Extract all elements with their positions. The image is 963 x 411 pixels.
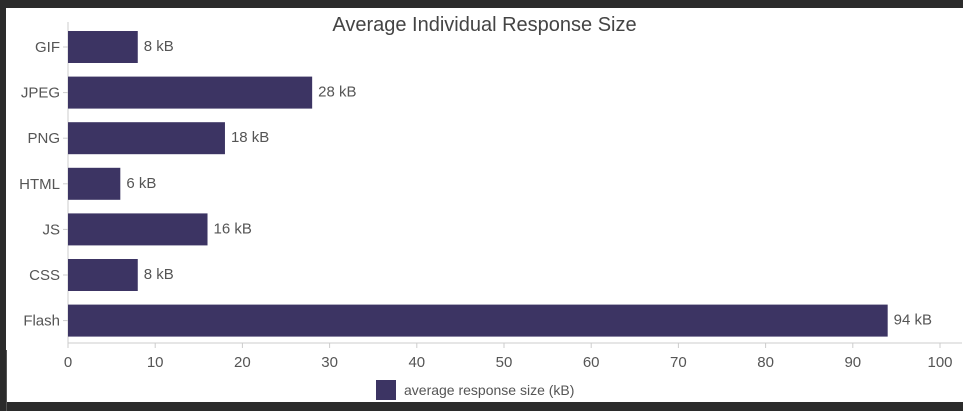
y-tick-label: HTML <box>19 176 60 193</box>
data-label: 6 kB <box>126 175 156 192</box>
legend: average response size (kB) <box>376 380 574 400</box>
legend-label: average response size (kB) <box>404 382 575 398</box>
data-label: 94 kB <box>894 312 932 329</box>
y-tick-label: PNG <box>27 130 60 147</box>
data-label: 28 kB <box>318 84 356 101</box>
x-tick-label: 20 <box>234 354 251 371</box>
y-tick-label: JPEG <box>21 85 60 102</box>
x-tick-label: 100 <box>927 354 952 371</box>
bar <box>68 304 888 337</box>
bar <box>68 76 313 109</box>
x-tick-label: 40 <box>408 354 425 371</box>
bar <box>68 122 225 155</box>
window-edge <box>0 350 7 411</box>
bar <box>68 259 138 291</box>
data-label: 8 kB <box>144 38 174 55</box>
x-tick-label: 90 <box>844 354 861 371</box>
x-tick-label: 70 <box>670 354 687 371</box>
data-label: 8 kB <box>144 266 174 283</box>
y-tick-label: GIF <box>35 39 60 56</box>
x-tick-label: 80 <box>757 354 774 371</box>
bar <box>68 213 208 246</box>
bar <box>68 167 121 200</box>
x-tick-label: 50 <box>496 354 513 371</box>
y-tick-label: JS <box>42 221 60 238</box>
chart-title: Average Individual Response Size <box>332 14 637 36</box>
y-tick-label: CSS <box>29 267 60 284</box>
x-tick-label: 10 <box>147 354 164 371</box>
x-tick-label: 60 <box>583 354 600 371</box>
legend-swatch <box>376 380 396 400</box>
y-tick-label: Flash <box>23 313 60 330</box>
data-label: 18 kB <box>231 129 269 146</box>
x-tick-label: 30 <box>321 354 338 371</box>
data-label: 16 kB <box>214 220 252 237</box>
x-tick-label: 0 <box>64 354 72 371</box>
bar <box>68 31 138 63</box>
